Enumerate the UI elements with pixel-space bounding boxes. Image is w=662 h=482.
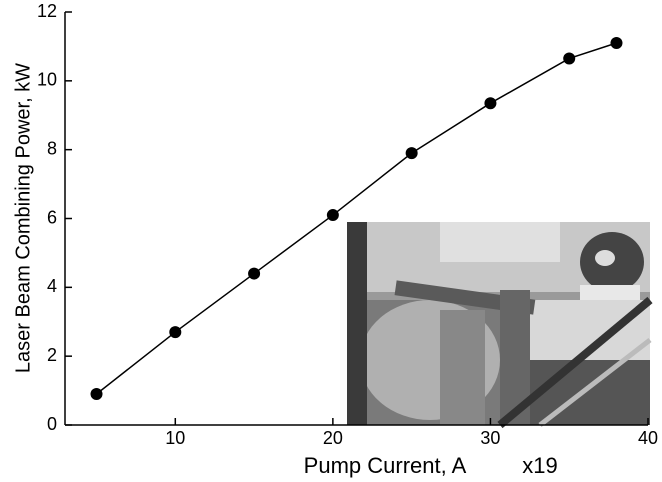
data-point xyxy=(326,209,339,222)
data-point xyxy=(248,267,261,280)
y-tick-label: 2 xyxy=(47,345,57,365)
y-axis-label: Laser Beam Combining Power, kW xyxy=(12,63,34,373)
x-tick-label: 30 xyxy=(480,428,500,448)
x-tick-label: 20 xyxy=(323,428,343,448)
y-tick-label: 12 xyxy=(37,1,57,21)
data-point xyxy=(169,326,182,339)
data-point xyxy=(610,36,623,49)
annotation: x19 xyxy=(522,453,557,478)
x-axis-label: Pump Current, A xyxy=(304,453,467,478)
y-tick-label: 8 xyxy=(47,138,57,158)
data-point xyxy=(563,52,576,65)
y-tick-label: 10 xyxy=(37,70,57,90)
y-tick-label: 6 xyxy=(47,207,57,227)
x-tick-label: 40 xyxy=(638,428,658,448)
x-tick-label: 10 xyxy=(165,428,185,448)
y-tick-label: 4 xyxy=(47,276,57,296)
photo-inset xyxy=(347,222,653,429)
data-line xyxy=(96,42,617,395)
data-point xyxy=(405,147,418,160)
y-tick-label: 0 xyxy=(47,414,57,434)
data-point xyxy=(90,388,103,401)
data-point xyxy=(484,97,497,110)
